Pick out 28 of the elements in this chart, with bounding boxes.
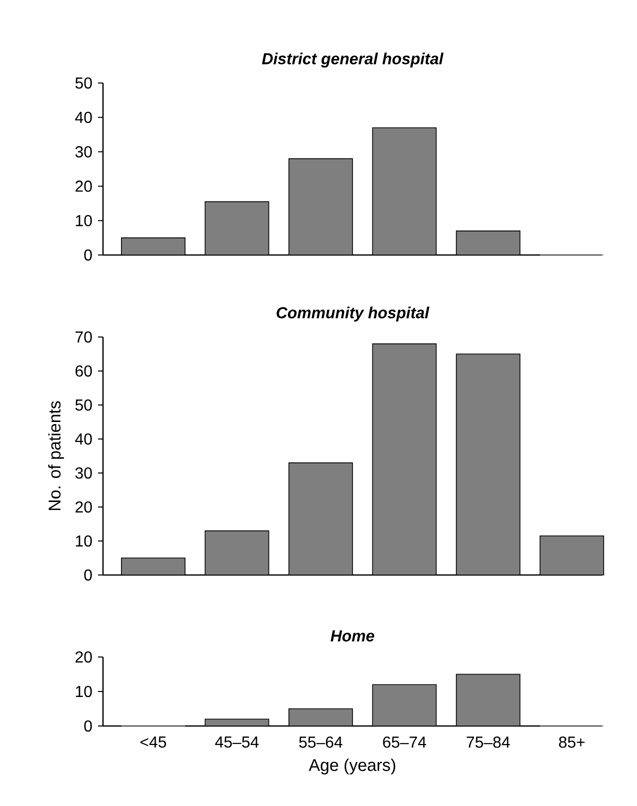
y-tick-label: 20: [76, 180, 92, 192]
y-tick-label: 10: [76, 535, 92, 547]
y-tick-label: 70: [76, 331, 92, 343]
x-axis-title: Age (years): [308, 758, 396, 774]
chart-title: Home: [330, 630, 374, 642]
y-tick-label: 10: [76, 214, 92, 226]
x-tick-label: 55–64: [299, 736, 342, 748]
y-tick-label: 10: [76, 686, 92, 698]
chart-title: District general hospital: [262, 52, 444, 68]
x-tick-label: 65–74: [383, 736, 426, 748]
y-tick-label: 20: [76, 501, 92, 513]
y-tick-label: 30: [75, 146, 92, 158]
y-tick-label: 0: [84, 569, 92, 581]
x-tick-label: <45: [140, 736, 166, 748]
y-tick-label: 40: [75, 433, 92, 445]
y-tick-label: 60: [76, 365, 92, 377]
y-tick-label: 50: [75, 399, 92, 411]
chart-title: Community hospital: [276, 306, 430, 322]
x-tick-label: 85+: [559, 736, 585, 748]
x-tick-label: 45–54: [215, 736, 259, 748]
y-tick-label: 0: [84, 720, 92, 732]
y-tick-label: 50: [75, 77, 92, 89]
y-axis-title: No. of patients: [48, 401, 64, 510]
y-tick-label: 30: [75, 467, 92, 479]
y-tick-label: 40: [75, 112, 92, 124]
y-tick-label: 20: [76, 651, 92, 663]
x-tick-label: 75–84: [466, 736, 510, 748]
y-tick-label: 0: [84, 249, 92, 261]
